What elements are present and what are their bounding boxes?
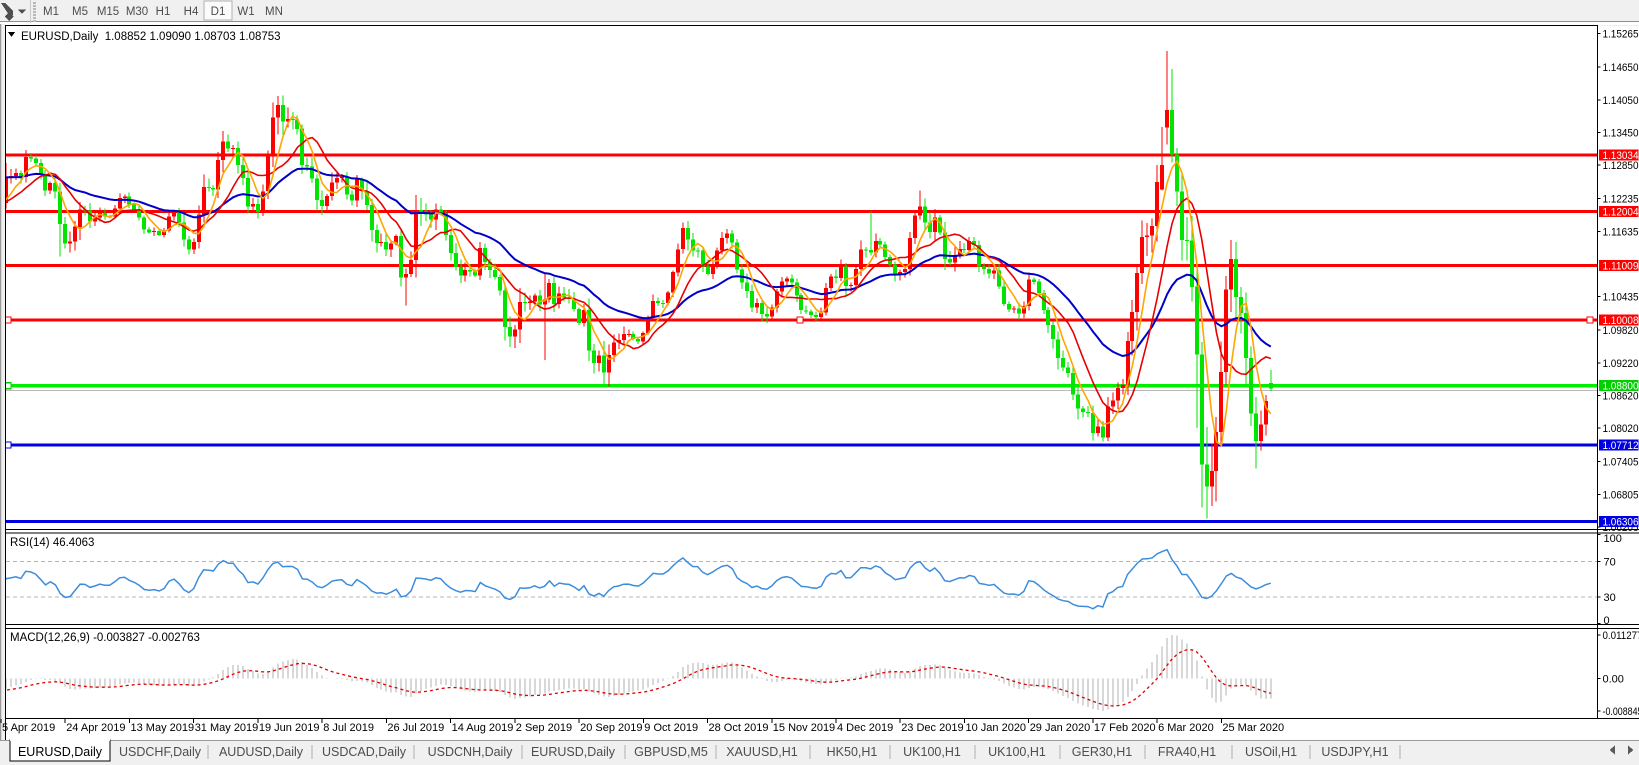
svg-text:MN: MN xyxy=(265,6,283,18)
svg-text:6 Mar 2020: 6 Mar 2020 xyxy=(1158,722,1214,734)
svg-text:25 Mar 2020: 25 Mar 2020 xyxy=(1222,722,1284,734)
svg-text:1.10008: 1.10008 xyxy=(1603,315,1639,327)
svg-text:UK100,H1: UK100,H1 xyxy=(988,745,1046,759)
svg-text:HK50,H1: HK50,H1 xyxy=(827,745,878,759)
svg-text:AUDUSD,Daily: AUDUSD,Daily xyxy=(219,745,304,759)
svg-text:1.11635: 1.11635 xyxy=(1603,226,1639,238)
svg-text:GER30,H1: GER30,H1 xyxy=(1072,745,1132,759)
svg-text:1.09220: 1.09220 xyxy=(1603,358,1639,370)
svg-text:0: 0 xyxy=(1604,615,1610,627)
svg-text:1.14650: 1.14650 xyxy=(1603,62,1639,74)
svg-text:USOil,H1: USOil,H1 xyxy=(1245,745,1297,759)
svg-text:MACD(12,26,9) -0.003827 -0.002: MACD(12,26,9) -0.003827 -0.002763 xyxy=(10,632,200,644)
svg-text:W1: W1 xyxy=(237,6,254,18)
svg-text:15 Nov 2019: 15 Nov 2019 xyxy=(773,722,835,734)
svg-text:1.12004: 1.12004 xyxy=(1603,206,1639,218)
svg-text:26 Jul 2019: 26 Jul 2019 xyxy=(387,722,444,734)
svg-text:1.09820: 1.09820 xyxy=(1603,325,1639,337)
svg-text:0.00: 0.00 xyxy=(1603,674,1624,686)
svg-text:1.07405: 1.07405 xyxy=(1603,457,1639,469)
svg-text:9 Oct 2019: 9 Oct 2019 xyxy=(644,722,698,734)
svg-text:4 Dec 2019: 4 Dec 2019 xyxy=(837,722,893,734)
svg-text:13 May 2019: 13 May 2019 xyxy=(131,722,195,734)
svg-text:2 Sep 2019: 2 Sep 2019 xyxy=(516,722,572,734)
svg-text:RSI(14) 46.4063: RSI(14) 46.4063 xyxy=(10,537,94,549)
svg-text:-0.008845: -0.008845 xyxy=(1603,706,1639,718)
svg-text:100: 100 xyxy=(1604,533,1622,545)
svg-text:EURUSD,Daily 1.08852 1.09090: EURUSD,Daily 1.08852 1.09090 1.08703 1.0… xyxy=(21,31,281,43)
svg-text:M15: M15 xyxy=(97,6,119,18)
svg-text:1.13450: 1.13450 xyxy=(1603,128,1639,140)
svg-text:M30: M30 xyxy=(126,6,148,18)
svg-text:1.08020: 1.08020 xyxy=(1603,423,1639,435)
svg-text:8 Jul 2019: 8 Jul 2019 xyxy=(323,722,374,734)
svg-text:GBPUSD,M5: GBPUSD,M5 xyxy=(634,745,708,759)
svg-text:19 Jun 2019: 19 Jun 2019 xyxy=(259,722,320,734)
svg-text:1.10435: 1.10435 xyxy=(1603,292,1639,304)
svg-text:31 May 2019: 31 May 2019 xyxy=(195,722,259,734)
svg-text:1.15265: 1.15265 xyxy=(1603,29,1639,41)
svg-text:1.14050: 1.14050 xyxy=(1603,95,1639,107)
svg-text:1.08620: 1.08620 xyxy=(1603,391,1639,403)
svg-text:70: 70 xyxy=(1604,556,1616,568)
svg-text:D1: D1 xyxy=(211,6,226,18)
svg-text:29 Jan 2020: 29 Jan 2020 xyxy=(1030,722,1091,734)
svg-text:1.12235: 1.12235 xyxy=(1603,194,1639,206)
svg-text:24 Apr 2019: 24 Apr 2019 xyxy=(66,722,125,734)
svg-text:23 Dec 2019: 23 Dec 2019 xyxy=(901,722,963,734)
svg-text:H1: H1 xyxy=(156,6,171,18)
svg-text:M5: M5 xyxy=(72,6,88,18)
svg-text:28 Oct 2019: 28 Oct 2019 xyxy=(709,722,769,734)
svg-text:USDJPY,H1: USDJPY,H1 xyxy=(1321,745,1388,759)
svg-text:H4: H4 xyxy=(184,6,199,18)
svg-text:20 Sep 2019: 20 Sep 2019 xyxy=(580,722,642,734)
svg-text:10 Jan 2020: 10 Jan 2020 xyxy=(966,722,1027,734)
svg-text:EURUSD,Daily: EURUSD,Daily xyxy=(531,745,616,759)
svg-text:1.12850: 1.12850 xyxy=(1603,160,1639,172)
svg-text:5 Apr 2019: 5 Apr 2019 xyxy=(2,722,55,734)
svg-text:USDCAD,Daily: USDCAD,Daily xyxy=(322,745,407,759)
svg-text:USDCNH,Daily: USDCNH,Daily xyxy=(428,745,513,759)
svg-text:1.08800: 1.08800 xyxy=(1603,381,1639,393)
svg-text:1.13034: 1.13034 xyxy=(1603,150,1639,162)
svg-text:M1: M1 xyxy=(43,6,59,18)
svg-text:XAUUSD,H1: XAUUSD,H1 xyxy=(726,745,798,759)
svg-text:0.011277: 0.011277 xyxy=(1603,630,1639,642)
svg-text:USDCHF,Daily: USDCHF,Daily xyxy=(119,745,202,759)
svg-text:1.06805: 1.06805 xyxy=(1603,489,1639,501)
svg-text:EURUSD,Daily: EURUSD,Daily xyxy=(18,745,103,759)
svg-text:14 Aug 2019: 14 Aug 2019 xyxy=(452,722,514,734)
svg-text:FRA40,H1: FRA40,H1 xyxy=(1158,745,1216,759)
svg-text:17 Feb 2020: 17 Feb 2020 xyxy=(1094,722,1156,734)
svg-text:UK100,H1: UK100,H1 xyxy=(903,745,961,759)
svg-text:1.07712: 1.07712 xyxy=(1603,440,1639,452)
svg-text:30: 30 xyxy=(1604,592,1616,604)
svg-text:1.06306: 1.06306 xyxy=(1603,517,1639,529)
svg-text:1.11009: 1.11009 xyxy=(1603,261,1639,273)
